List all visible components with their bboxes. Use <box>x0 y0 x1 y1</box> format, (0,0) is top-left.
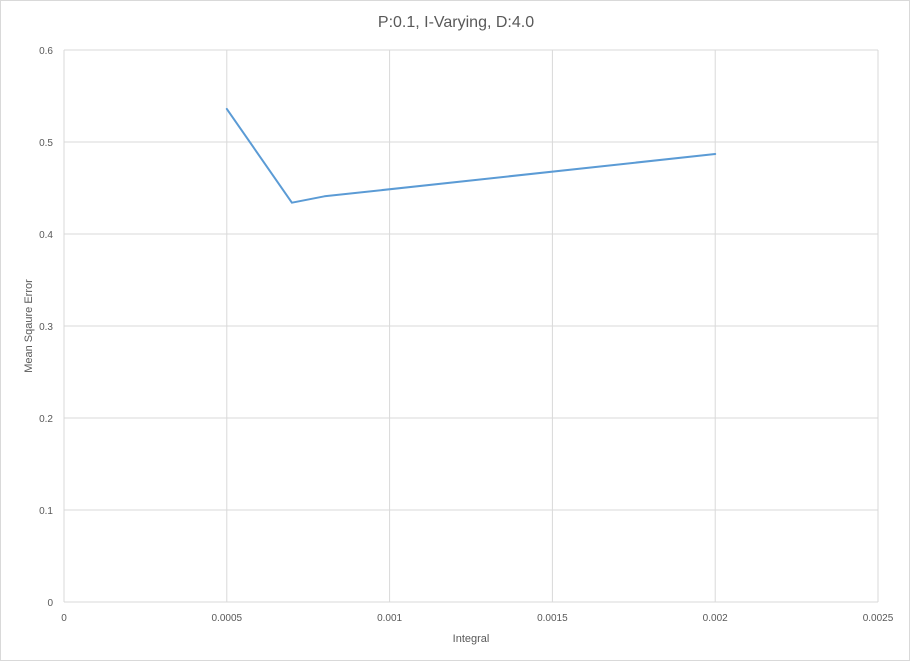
x-tick-label: 0.002 <box>703 613 728 624</box>
y-tick-label: 0.5 <box>39 138 53 149</box>
x-axis-ticks: 0 0.0005 0.001 0.0015 0.002 0.0025 <box>61 613 894 624</box>
x-tick-label: 0.0015 <box>537 613 568 624</box>
y-tick-label: 0.6 <box>39 46 53 57</box>
y-tick-label: 0.1 <box>39 506 53 517</box>
x-tick-label: 0.001 <box>377 613 402 624</box>
series-group <box>227 109 715 203</box>
y-tick-label: 0 <box>47 598 53 609</box>
y-axis-title: Mean Sqaure Error <box>23 279 35 373</box>
x-tick-label: 0.0025 <box>863 613 894 624</box>
y-tick-label: 0.3 <box>39 322 53 333</box>
x-axis-title: Integral <box>453 633 490 645</box>
y-tick-label: 0.4 <box>39 230 53 241</box>
x-tick-label: 0.0005 <box>212 613 243 624</box>
y-tick-label: 0.2 <box>39 414 53 425</box>
x-tick-label: 0 <box>61 613 67 624</box>
gridlines <box>64 50 878 602</box>
y-axis-ticks: 0 0.1 0.2 0.3 0.4 0.5 0.6 <box>39 46 53 609</box>
chart-title: P:0.1, I-Varying, D:4.0 <box>378 14 534 31</box>
series-line <box>227 109 715 203</box>
